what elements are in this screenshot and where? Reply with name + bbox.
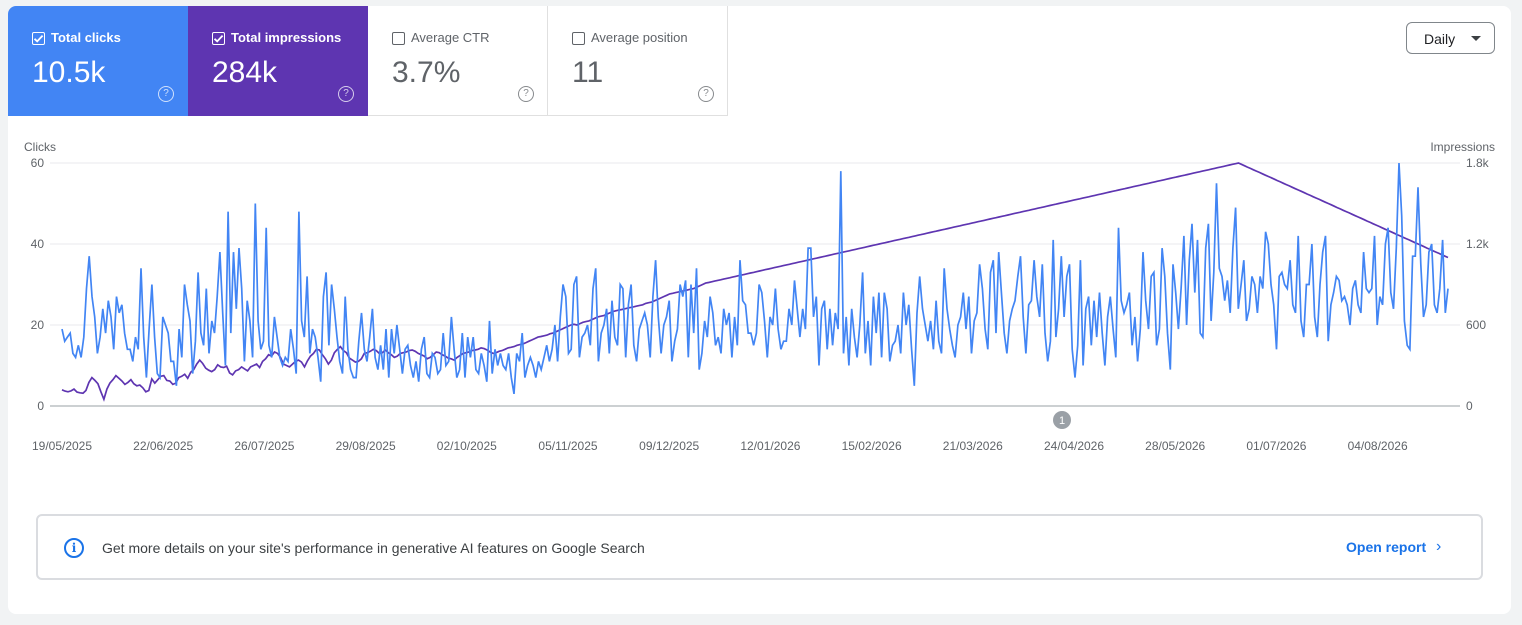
x-tick-label: 09/12/2025 (639, 439, 699, 453)
y-axis-left-title: Clicks (24, 140, 56, 154)
y-tick-right: 600 (1466, 318, 1486, 332)
x-tick-label: 29/08/2025 (336, 439, 396, 453)
metric-tile-average-ctr[interactable]: Average CTR 3.7% ? (368, 6, 548, 116)
help-icon[interactable]: ? (158, 86, 174, 102)
x-tick-label: 24/04/2026 (1044, 439, 1104, 453)
metric-tile-total-impressions[interactable]: Total impressions 284k ? (188, 6, 368, 116)
granularity-value: Daily (1424, 31, 1456, 47)
clicks-series-line (61, 162, 1449, 395)
x-tick-label: 04/08/2026 (1348, 439, 1408, 453)
y-tick-left: 40 (31, 237, 45, 251)
y-tick-right: 1.2k (1466, 237, 1490, 251)
y-tick-left: 60 (31, 156, 45, 170)
dropdown-arrow-icon (1471, 36, 1481, 41)
x-tick-label: 01/07/2026 (1246, 439, 1306, 453)
y-tick-left: 0 (37, 399, 44, 413)
info-icon: i (64, 538, 84, 558)
x-tick-label: 02/10/2025 (437, 439, 497, 453)
x-tick-label: 26/07/2025 (234, 439, 294, 453)
metric-value: 11 (572, 56, 604, 89)
metric-tile-average-position[interactable]: Average position 11 ? (548, 6, 728, 116)
annotation-label: 1 (1059, 415, 1065, 427)
metric-label: Total clicks (51, 30, 121, 45)
y-tick-right: 1.8k (1466, 156, 1490, 170)
metric-tiles: Total clicks 10.5k ? Total impressions 2… (8, 6, 728, 116)
checkbox-unchecked-icon[interactable] (392, 32, 405, 45)
metric-label: Average position (591, 30, 688, 45)
x-tick-label: 12/01/2026 (740, 439, 800, 453)
x-tick-label: 22/06/2025 (133, 439, 193, 453)
metric-label: Total impressions (231, 30, 342, 45)
ai-features-banner: i Get more details on your site's perfor… (36, 514, 1483, 580)
open-report-link[interactable]: Open report (1346, 539, 1427, 555)
annotation-marker[interactable]: 1 (1053, 411, 1071, 429)
y-tick-left: 20 (31, 318, 45, 332)
chevron-right-icon[interactable]: › (1436, 538, 1442, 555)
help-icon[interactable]: ? (698, 86, 714, 102)
impressions-series-line (61, 162, 1449, 402)
x-tick-label: 19/05/2025 (32, 439, 92, 453)
y-tick-right: 0 (1466, 399, 1473, 413)
x-tick-label: 05/11/2025 (538, 439, 597, 453)
checkbox-checked-icon[interactable] (212, 32, 225, 45)
checkbox-unchecked-icon[interactable] (572, 32, 585, 45)
help-icon[interactable]: ? (518, 86, 534, 102)
metric-value: 284k (212, 56, 278, 89)
x-tick-label: 15/02/2026 (842, 439, 902, 453)
banner-message: Get more details on your site's performa… (102, 540, 645, 556)
performance-card: Total clicks 10.5k ? Total impressions 2… (8, 6, 1511, 614)
checkbox-checked-icon[interactable] (32, 32, 45, 45)
metric-label: Average CTR (411, 30, 490, 45)
help-icon[interactable]: ? (338, 86, 354, 102)
x-tick-label: 28/05/2026 (1145, 439, 1205, 453)
metric-value: 3.7% (392, 56, 461, 89)
x-tick-label: 21/03/2026 (943, 439, 1003, 453)
metric-tile-total-clicks[interactable]: Total clicks 10.5k ? (8, 6, 188, 116)
performance-chart: 60 40 20 0 1.8k 1.2k 600 0 19/05/2025 22/06/202… (31, 156, 1490, 453)
granularity-dropdown[interactable]: Daily (1406, 22, 1495, 54)
y-axis-right-title: Impressions (1430, 140, 1495, 154)
metric-value: 10.5k (32, 56, 106, 89)
